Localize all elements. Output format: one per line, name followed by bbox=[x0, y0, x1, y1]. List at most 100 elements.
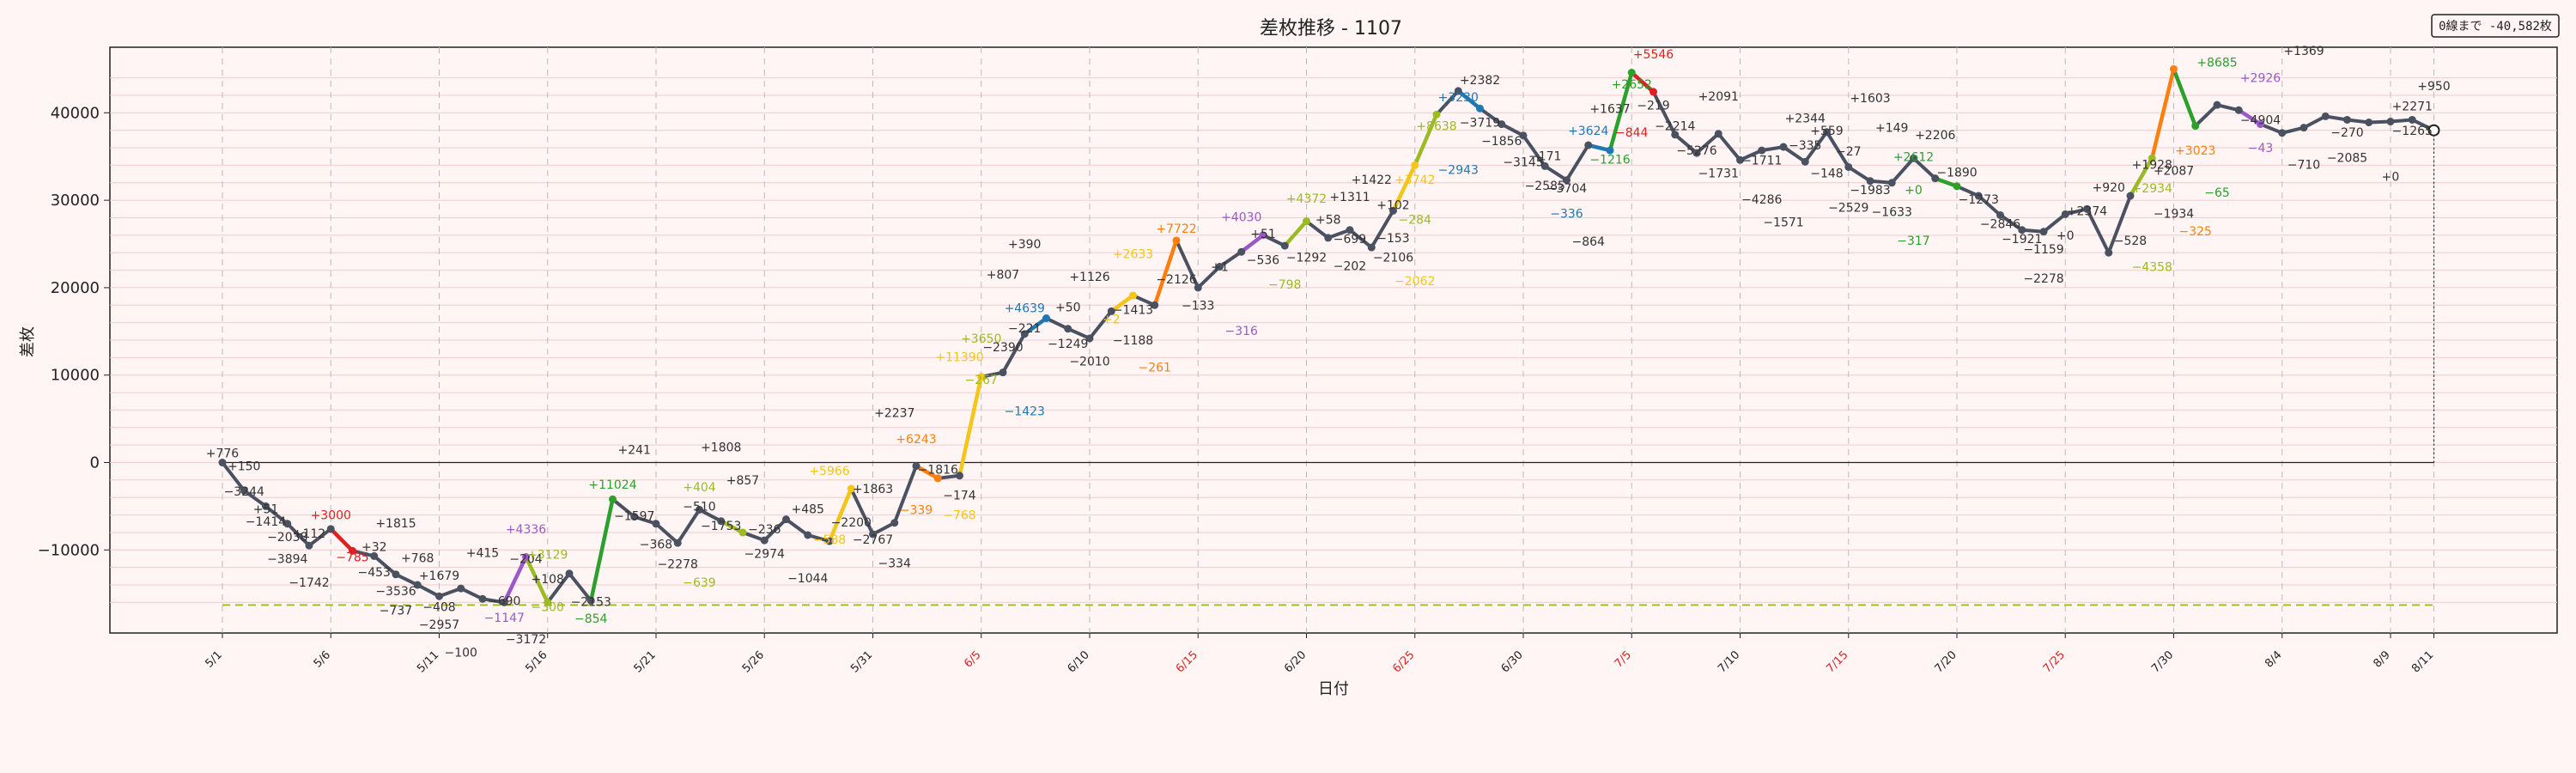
data-point bbox=[457, 584, 465, 593]
data-label: −1921 bbox=[2002, 233, 2042, 247]
data-label: −1292 bbox=[1286, 251, 1327, 265]
highlight-segment bbox=[827, 486, 854, 544]
data-label: −1249 bbox=[1048, 338, 1088, 351]
highlight-segment bbox=[1607, 70, 1634, 153]
data-label: +1311 bbox=[1329, 191, 1370, 204]
data-label: −133 bbox=[1182, 299, 1214, 313]
x-tick-label: 5/6 bbox=[312, 648, 333, 670]
data-label: −2200 bbox=[831, 516, 872, 530]
data-label: +1422 bbox=[1352, 173, 1392, 187]
data-point bbox=[1844, 162, 1853, 171]
x-tick-label: 6/25 bbox=[1390, 648, 1417, 675]
data-point bbox=[2170, 64, 2178, 73]
data-label: +0 bbox=[2057, 229, 2075, 243]
data-point bbox=[2343, 115, 2351, 124]
data-label: +1815 bbox=[375, 517, 416, 531]
data-label: −2038 bbox=[267, 531, 307, 545]
data-label: −339 bbox=[900, 504, 933, 518]
data-label: +51 bbox=[253, 503, 279, 517]
data-label: −284 bbox=[1399, 214, 1432, 228]
x-tick-label: 7/10 bbox=[1716, 648, 1742, 675]
data-label: −300 bbox=[532, 601, 564, 615]
data-label: −1044 bbox=[787, 572, 828, 586]
data-label: −2974 bbox=[744, 547, 785, 561]
data-label: −528 bbox=[2114, 234, 2147, 248]
data-label: +1126 bbox=[1069, 271, 1109, 284]
data-point bbox=[652, 520, 660, 528]
data-label: −2278 bbox=[658, 558, 698, 572]
highlight-segment bbox=[1391, 163, 1417, 213]
data-label: +112 bbox=[293, 527, 325, 541]
data-point bbox=[1064, 325, 1072, 333]
highlight-segment bbox=[2150, 67, 2176, 161]
data-label: −854 bbox=[574, 612, 608, 626]
data-label: −1413 bbox=[1113, 303, 1153, 317]
data-point bbox=[1823, 128, 1831, 137]
data-point bbox=[1801, 157, 1809, 166]
data-label: −3719 bbox=[1460, 117, 1500, 131]
data-label: +1637 bbox=[1589, 102, 1630, 116]
data-label: +950 bbox=[2417, 80, 2450, 94]
data-label: −864 bbox=[1572, 235, 1606, 249]
data-point bbox=[825, 537, 834, 545]
data-point bbox=[2386, 118, 2395, 126]
data-label: +0 bbox=[1905, 184, 1923, 198]
data-point bbox=[349, 546, 356, 555]
data-point bbox=[392, 570, 400, 579]
data-point bbox=[283, 520, 292, 528]
data-point bbox=[2191, 122, 2200, 131]
highlight-segment bbox=[2128, 156, 2154, 198]
x-tick-label: 7/20 bbox=[1933, 648, 1959, 675]
data-label: +2206 bbox=[1915, 129, 1955, 143]
badge-box bbox=[2431, 14, 2560, 38]
data-label: +1863 bbox=[853, 483, 893, 496]
data-label: −4286 bbox=[1741, 193, 1782, 207]
data-label: −690 bbox=[488, 594, 520, 608]
data-label: +415 bbox=[466, 546, 499, 560]
data-label: −236 bbox=[748, 523, 781, 537]
x-tick-label: 5/1 bbox=[203, 648, 224, 670]
data-label: −325 bbox=[2179, 225, 2212, 239]
data-point bbox=[1606, 146, 1614, 155]
data-label: +559 bbox=[1810, 125, 1843, 138]
data-point bbox=[673, 539, 682, 547]
highlight-segment bbox=[1023, 316, 1048, 337]
data-point bbox=[2257, 120, 2264, 129]
data-point bbox=[1953, 182, 1961, 191]
data-label: −699 bbox=[1334, 233, 1366, 247]
data-label: −1188 bbox=[1113, 334, 1153, 348]
data-label: +2633 bbox=[1113, 247, 1153, 261]
data-label: −3894 bbox=[267, 553, 307, 567]
highlight-segment bbox=[589, 497, 615, 603]
data-label: −204 bbox=[509, 553, 543, 567]
data-label: −202 bbox=[1334, 260, 1366, 274]
highlight-segment bbox=[1413, 113, 1439, 167]
data-label: −1816 bbox=[918, 464, 958, 478]
data-point bbox=[804, 531, 812, 539]
x-tick-label: 7/25 bbox=[2041, 648, 2068, 675]
data-label: +2374 bbox=[2067, 204, 2107, 218]
data-label: −2585 bbox=[1525, 180, 1565, 193]
data-label: −536 bbox=[1247, 253, 1280, 267]
data-point bbox=[305, 541, 313, 550]
data-label: +5546 bbox=[1633, 48, 1674, 62]
data-point bbox=[630, 513, 639, 521]
data-point bbox=[1280, 241, 1289, 250]
data-point bbox=[609, 495, 617, 503]
data-point bbox=[1085, 334, 1094, 343]
data-label: −1147 bbox=[484, 612, 525, 625]
data-label: −2957 bbox=[419, 618, 459, 632]
data-label: +102 bbox=[1376, 198, 1409, 212]
data-label: −270 bbox=[2330, 126, 2363, 140]
data-label: −408 bbox=[422, 601, 455, 615]
data-point bbox=[2234, 106, 2243, 114]
data-label: +776 bbox=[206, 447, 240, 460]
data-point bbox=[1627, 69, 1636, 77]
data-label: −4904 bbox=[2240, 114, 2281, 128]
y-tick-label: −10000 bbox=[38, 541, 100, 559]
data-label: +149 bbox=[1875, 122, 1908, 136]
data-point bbox=[1237, 247, 1246, 256]
data-label: +4639 bbox=[1005, 301, 1045, 315]
highlight-segment bbox=[957, 374, 983, 478]
data-label: +768 bbox=[401, 552, 434, 566]
